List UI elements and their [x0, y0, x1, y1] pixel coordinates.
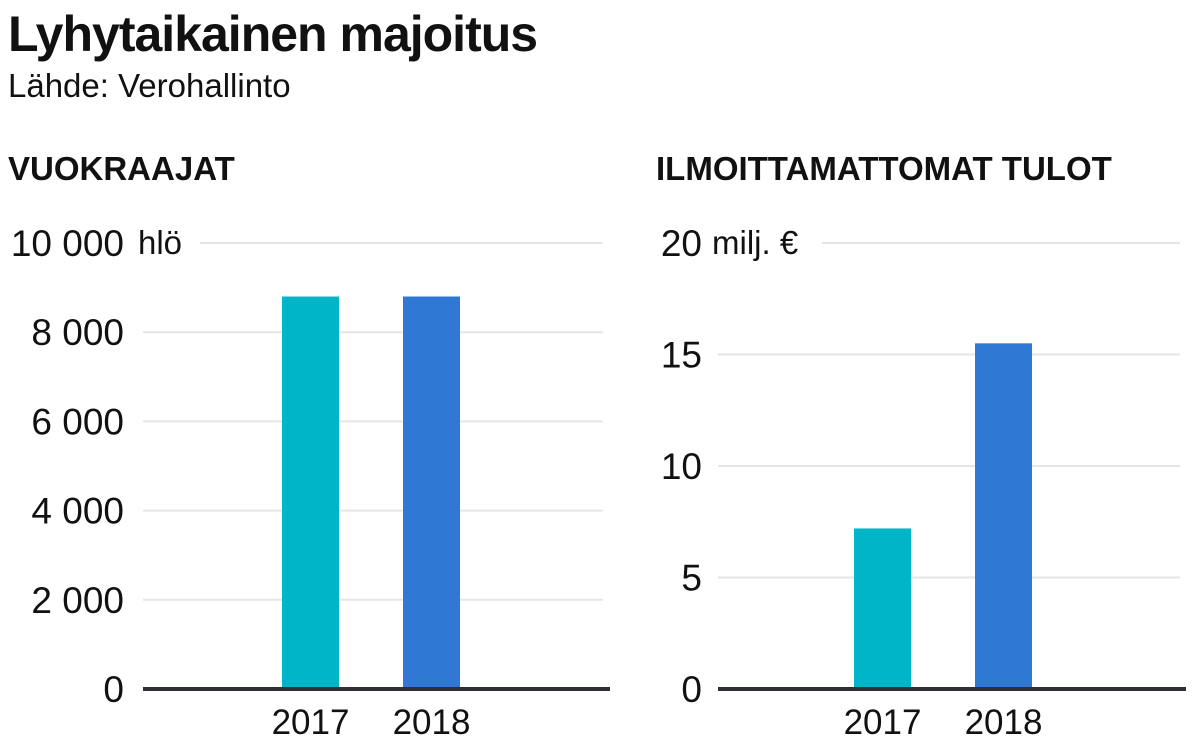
y-tick-label: 10	[661, 446, 702, 487]
y-tick-label: 20	[661, 223, 702, 264]
panel-vuokraajat: VUOKRAAJAT 0 2 000 4 000 6 000 8 000 10 000 hlö…	[8, 150, 610, 742]
y-tick-label: 0	[681, 669, 702, 710]
panel-ilmoittamattomat-tulot: ILMOITTAMATTOMAT TULOT 0 5 10 15 20 milj. € 201…	[656, 150, 1186, 742]
bar-2018	[975, 343, 1032, 689]
source-note: Lähde: Verohallinto	[8, 67, 291, 104]
y-tick-label: 15	[661, 335, 702, 376]
x-tick-label: 2018	[965, 703, 1043, 742]
y-tick-label: 2 000	[31, 580, 124, 621]
unit-label: hlö	[138, 224, 182, 261]
y-tick-label: 6 000	[31, 401, 124, 442]
y-tick-label: 5	[681, 558, 702, 599]
chart-title: Lyhytaikainen majoitus	[8, 6, 538, 62]
bar-2017	[282, 296, 339, 689]
x-tick-label: 2017	[272, 703, 350, 742]
panel-title: VUOKRAAJAT	[8, 150, 235, 187]
x-tick-label: 2017	[844, 703, 922, 742]
unit-label: milj. €	[712, 224, 798, 261]
y-tick-label: 0	[103, 669, 124, 710]
y-tick-label: 10 000	[11, 223, 124, 264]
y-tick-label: 4 000	[31, 491, 124, 532]
bar-2017	[854, 528, 911, 689]
x-tick-label: 2018	[393, 703, 471, 742]
panel-title: ILMOITTAMATTOMAT TULOT	[656, 150, 1112, 187]
bar-2018	[403, 296, 460, 689]
y-tick-label: 8 000	[31, 312, 124, 353]
